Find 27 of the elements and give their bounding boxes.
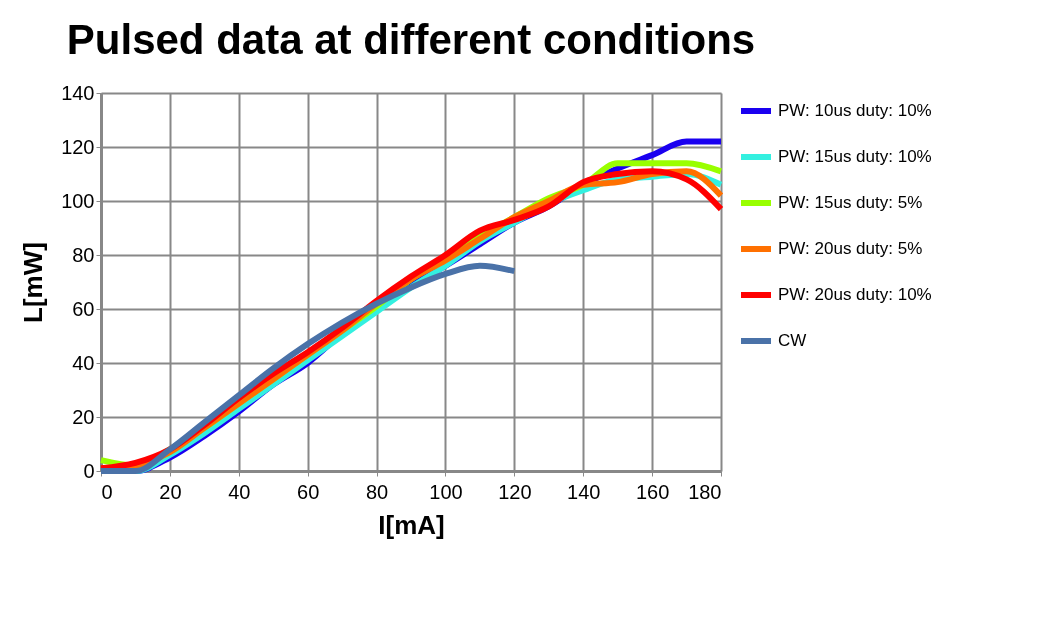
- y-tick-label: 120: [61, 135, 95, 158]
- y-tick-label: 140: [61, 81, 95, 104]
- y-tick-label: 0: [83, 459, 95, 482]
- x-tick-label: 140: [567, 480, 601, 503]
- x-tick-label: 160: [635, 480, 670, 503]
- y-axis-title: L[mW]: [18, 242, 49, 323]
- x-axis-title: I[mA]: [378, 509, 445, 540]
- x-tick-label: 80: [365, 480, 389, 503]
- chart-title: Pulsed data at different conditions: [66, 16, 756, 63]
- y-tick-label: 60: [72, 297, 95, 320]
- y-tick-label: 40: [72, 351, 95, 374]
- legend-label: CW: [778, 331, 807, 350]
- y-tick-label: 20: [72, 405, 95, 428]
- x-tick-label: 40: [228, 480, 251, 503]
- x-tick-label: 20: [159, 480, 182, 503]
- legend-label: PW: 15us duty: 5%: [778, 193, 923, 212]
- legend-label: PW: 10us duty: 10%: [778, 101, 932, 120]
- x-tick-label: 180: [688, 480, 722, 503]
- y-tick-label: 100: [61, 189, 95, 212]
- x-tick-label: 0: [101, 480, 113, 503]
- legend-label: PW: 20us duty: 5%: [778, 239, 923, 258]
- x-tick-label: 100: [429, 480, 463, 503]
- x-tick-label: 120: [498, 480, 532, 503]
- legend-label: PW: 15us duty: 10%: [778, 147, 932, 166]
- legend-label: PW: 20us duty: 10%: [778, 285, 932, 304]
- y-tick-label: 80: [72, 243, 95, 266]
- x-tick-label: 60: [297, 480, 320, 503]
